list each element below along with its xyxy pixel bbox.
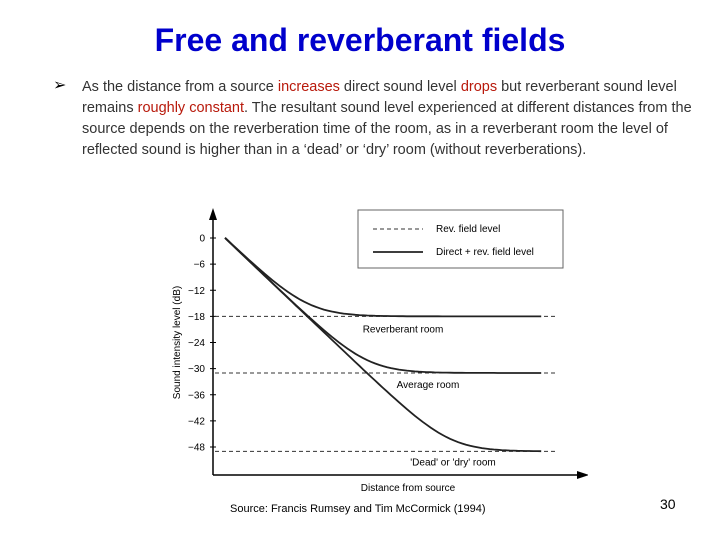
- room-label: 'Dead' or 'dry' room: [410, 457, 495, 468]
- x-axis-arrow-icon: [577, 471, 589, 479]
- highlight-word: drops: [460, 79, 498, 95]
- y-tick-label: −18: [188, 312, 205, 323]
- y-tick-label: −36: [188, 390, 205, 401]
- bullet-arrow-icon: ➢: [53, 75, 67, 94]
- resultant-level-curve: [224, 237, 542, 318]
- resultant-level-curve: [224, 237, 542, 453]
- highlight-word: roughly constant: [137, 100, 245, 116]
- legend-entry: Direct + rev. field level: [436, 247, 534, 258]
- bullet-paragraph: As the distance from a source increases …: [50, 77, 695, 161]
- bullet-text-segment: . The resultant sound level experienced …: [82, 100, 692, 158]
- room-label: Average room: [397, 380, 460, 391]
- y-axis-arrow-icon: [209, 208, 217, 220]
- y-tick-label: 0: [199, 234, 205, 245]
- y-tick-label: −12: [188, 286, 205, 297]
- y-tick-label: −48: [188, 443, 205, 454]
- y-tick-label: −30: [188, 364, 205, 375]
- highlight-word: increases: [277, 79, 340, 95]
- x-axis-label: Distance from source: [361, 483, 456, 494]
- legend-entry: Rev. field level: [436, 224, 500, 235]
- page-number: 30: [660, 496, 676, 512]
- chart-figure: 0 −6 −12 −18 −24 −30 −36 −42 −48 Sound intensity …: [168, 190, 589, 500]
- slide-title: Free and reverberant fields: [154, 22, 566, 58]
- source-caption: Source: Francis Rumsey and Tim McCormick…: [230, 503, 486, 515]
- y-tick-label: −42: [188, 416, 205, 427]
- y-tick-label: −24: [188, 338, 205, 349]
- room-label: Reverberant room: [363, 324, 444, 335]
- sound-level-chart: 0 −6 −12 −18 −24 −30 −36 −42 −48 Sound intensity …: [172, 208, 589, 494]
- bullet-text-segment: but reverberant sound level remains: [82, 79, 677, 116]
- legend-box: [357, 209, 564, 269]
- bullet-text: As the distance from a source increases …: [50, 77, 695, 161]
- y-tick-label: −6: [194, 260, 206, 271]
- bullet-text-segment: As the distance from a source: [82, 79, 278, 95]
- bullet-text-segment: direct sound level: [339, 79, 461, 95]
- y-axis-label: Sound intensity level (dB): [172, 286, 183, 399]
